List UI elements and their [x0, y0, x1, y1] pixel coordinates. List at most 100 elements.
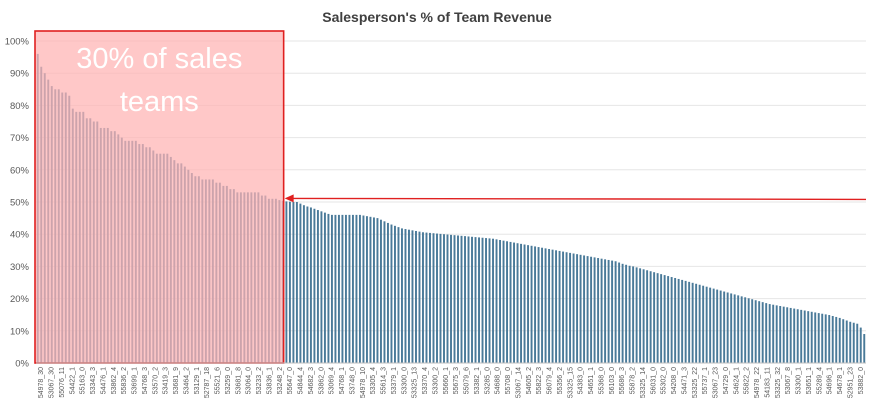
bar: [695, 283, 698, 363]
bar: [730, 293, 733, 363]
bar: [513, 242, 515, 363]
bar: [576, 254, 579, 363]
bar: [744, 297, 747, 363]
bar: [604, 259, 607, 363]
bar: [691, 282, 694, 363]
x-tick-label: 54678_1: [837, 367, 844, 394]
x-tick-label: 53069_4: [329, 367, 336, 394]
bar: [450, 234, 452, 363]
bar: [348, 214, 351, 363]
x-tick-label: 53370_4: [422, 367, 429, 394]
x-tick-label: 54605_2: [526, 367, 533, 394]
bar: [824, 314, 827, 363]
bar: [415, 230, 417, 363]
highlight-annotation: 30% of sales teams: [34, 30, 285, 364]
bar: [852, 322, 855, 363]
bar: [337, 214, 340, 363]
x-tick-label: 55675_3: [453, 367, 460, 394]
x-tick-label: 53325_22: [692, 367, 699, 398]
bar: [625, 264, 628, 363]
bar: [558, 250, 561, 363]
x-tick-label: 54768_3: [142, 367, 149, 394]
x-tick-label: 53067_14: [515, 367, 522, 398]
bar: [464, 236, 466, 363]
bar: [768, 304, 771, 363]
bar: [408, 229, 410, 363]
bar: [418, 231, 421, 363]
y-tick-label: 30%: [10, 262, 30, 273]
bar: [372, 217, 375, 363]
x-tick-label: 53300_2: [432, 367, 439, 394]
bar: [649, 271, 652, 363]
arrow-head: [284, 194, 294, 203]
y-tick-label: 0%: [15, 359, 29, 370]
bar: [635, 267, 638, 363]
bar: [835, 316, 838, 363]
bar: [698, 284, 701, 363]
bar: [316, 210, 319, 363]
bar: [562, 251, 565, 363]
bar: [474, 237, 477, 363]
bar: [530, 245, 533, 363]
x-tick-label: 55356_2: [557, 367, 564, 394]
bar: [803, 310, 806, 363]
bar: [677, 278, 680, 363]
bar: [411, 230, 414, 363]
x-tick-label: 53064_0: [246, 367, 253, 394]
y-tick-label: 100%: [5, 37, 30, 48]
x-tick-label: 54978_30: [38, 367, 45, 398]
bar: [302, 205, 305, 363]
bar: [653, 272, 656, 363]
bar: [387, 222, 389, 363]
bar: [807, 311, 810, 363]
bar: [845, 320, 848, 363]
bar: [723, 291, 726, 363]
bar: [740, 296, 743, 363]
bar: [327, 213, 330, 363]
x-tick-label: 55647_0: [287, 367, 294, 394]
bar: [390, 224, 393, 363]
bar: [527, 245, 530, 363]
x-tick-label: 55521_6: [215, 367, 222, 394]
bar: [565, 252, 568, 363]
x-tick-label: 54208_0: [671, 367, 678, 394]
bar: [488, 238, 491, 363]
bar: [572, 253, 575, 363]
bar: [663, 275, 666, 363]
bar: [793, 308, 796, 363]
bar: [397, 227, 400, 363]
y-tick-label: 70%: [10, 133, 30, 144]
x-tick-label: 53259_0: [225, 367, 232, 394]
bar: [306, 206, 309, 363]
x-tick-label: 56103_0: [609, 367, 616, 394]
x-tick-label: 53067_23: [713, 367, 720, 398]
bar: [485, 238, 487, 363]
bar: [702, 285, 705, 363]
bar: [849, 321, 852, 363]
bar: [334, 214, 337, 363]
bar: [509, 241, 512, 363]
threshold-arrow: [284, 194, 867, 203]
bar: [782, 306, 785, 363]
bar: [443, 234, 445, 363]
bar: [523, 244, 526, 363]
x-tick-label: 53681_8: [235, 367, 242, 394]
bar: [299, 203, 302, 363]
bar: [467, 236, 470, 363]
x-tick-label: 53285_0: [484, 367, 491, 394]
bar: [796, 309, 799, 363]
x-axis-ticks: 54978_30 53067_30 55076_11 54422_1 55163_0 53…: [38, 367, 865, 398]
x-tick-label: 55079_6: [464, 367, 471, 394]
bar: [586, 256, 589, 363]
x-tick-label: 52951_23: [847, 367, 854, 398]
x-tick-label: 54183_11: [764, 367, 771, 398]
x-tick-label: 55822_2: [744, 367, 751, 394]
bar: [516, 243, 519, 363]
bar: [719, 290, 722, 363]
x-tick-label: 55614_3: [381, 367, 388, 394]
x-tick-label: 55686_3: [619, 367, 626, 394]
bar: [621, 263, 624, 363]
bar: [330, 214, 333, 363]
x-tick-label: 53882_0: [858, 367, 865, 394]
bar: [775, 305, 778, 363]
